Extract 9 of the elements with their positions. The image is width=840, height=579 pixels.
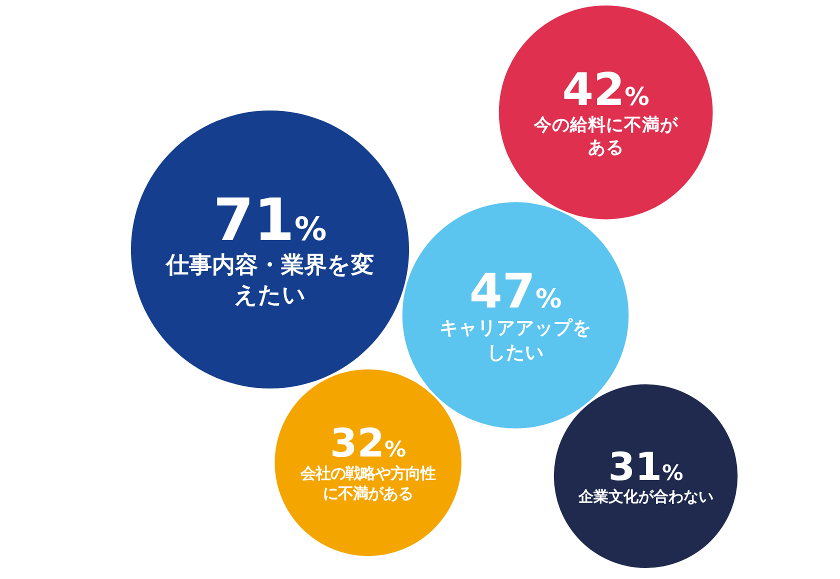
category-label: 仕事内容・業界を変えたい [165,252,374,309]
category-label: キャリアアップをしたい [439,317,592,364]
category-label: 企業文化が合わない [577,487,714,506]
category-label: 今の給料に不満がある [532,114,679,158]
category-label: 会社の戦略や方向性に不満がある [300,464,436,502]
data-label: 42% [562,63,650,116]
data-label: 31% [608,444,684,490]
data-label: 47% [469,264,562,320]
data-label: 32% [330,421,406,466]
